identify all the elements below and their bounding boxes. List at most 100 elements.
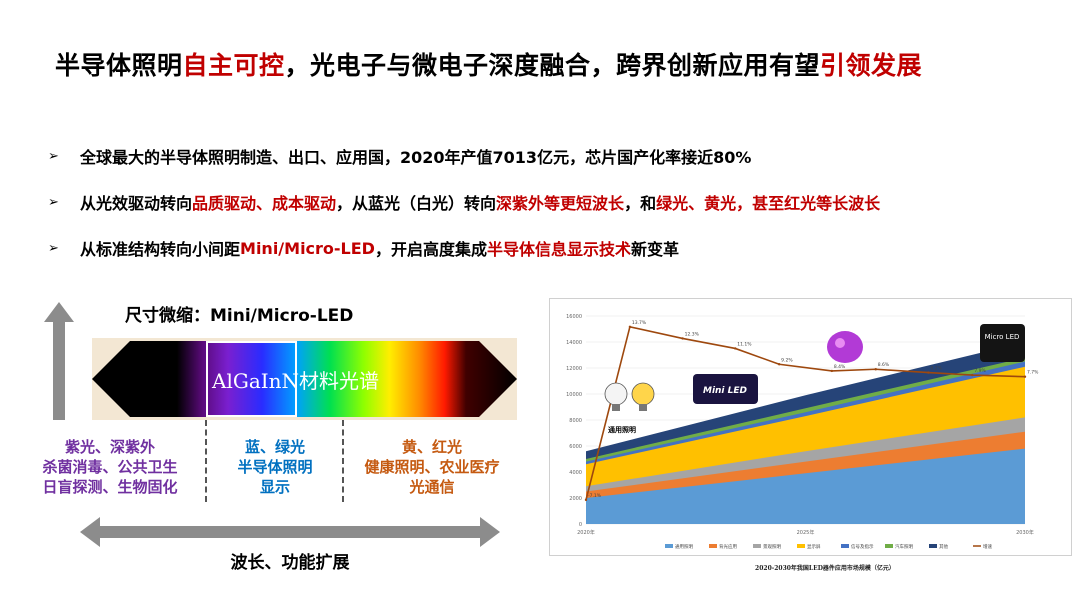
y-tick-label: 10000 — [566, 392, 582, 398]
bullet-2-highlight-3: 绿光、黄光，甚至红光等长波长 — [656, 194, 881, 213]
bullet-2-text-5: ，和 — [624, 194, 657, 213]
bullet-3-highlight-2: 半导体信息显示技术 — [486, 240, 631, 259]
bullet-list: ➢ 全球最大的半导体照明制造、出口、应用国，2020年产值7013亿元，芯片国产… — [48, 133, 1048, 271]
growth-label: 9.2% — [781, 357, 793, 363]
market-chart-svg: 0 2000 4000 6000 8000 10000 12000 14000 16000 202… — [566, 314, 1039, 550]
area-0 — [586, 448, 1025, 524]
legend-swatch — [885, 544, 893, 548]
mini-led-badge — [693, 374, 758, 404]
legend-swatch — [709, 544, 717, 548]
yellow-red-applications: 黄、红光 健康照明、农业医疗 光通信 — [352, 437, 512, 497]
uv-line-3: 日盲探测、生物固化 — [42, 478, 178, 496]
growth-point — [628, 325, 632, 329]
growth-label: 8.2% — [930, 366, 942, 372]
orange-line-2: 健康照明、农业医疗 — [364, 458, 500, 476]
legend-swatch — [665, 544, 673, 548]
highlight-box — [206, 341, 297, 417]
legend-swatch — [841, 544, 849, 548]
bullet-2: ➢ 从光效驱动转向 品质驱动、成本驱动 ，从蓝光（白光）转向 深紫外等更短波长 ，和 绿光… — [48, 179, 1048, 225]
legend-label: 增速 — [983, 543, 992, 550]
growth-point — [971, 373, 974, 377]
blue-line-3: 显示 — [259, 478, 290, 496]
growth-point — [830, 369, 834, 373]
growth-label: 12.3% — [685, 331, 700, 337]
mini-led-label: Mini LED — [703, 386, 748, 396]
uv-line-1: 紫光、深紫外 — [64, 438, 155, 456]
legend-label: 显示屏 — [807, 544, 821, 550]
x-tick-label: 2030年 — [1016, 529, 1034, 536]
growth-label: 11.1% — [737, 341, 752, 347]
growth-point — [777, 363, 781, 366]
growth-point — [927, 371, 930, 374]
virus-detail-icon — [835, 338, 845, 348]
legend-label: 通用照明 — [675, 543, 693, 550]
micro-led-label: Micro LED — [985, 333, 1020, 341]
bullet-2-text-3: ，从蓝光（白光）转向 — [336, 194, 497, 213]
y-tick-label: 16000 — [566, 314, 582, 320]
legend-swatch — [753, 544, 761, 548]
spectrum-label: AlGaInN材料光谱 — [212, 369, 380, 393]
y-tick-label: 0 — [579, 522, 582, 528]
blue-line-2: 半导体照明 — [237, 458, 313, 476]
growth-point — [874, 368, 877, 371]
growth-point — [1023, 375, 1027, 378]
bullet-2-highlight-2: 深紫外等更短波长 — [496, 194, 625, 213]
growth-line — [585, 325, 1026, 501]
chart-caption: 2020-2030年我国LED器件应用市场规模（亿元） — [755, 565, 895, 572]
growth-label: 7.7% — [1027, 370, 1039, 376]
micro-led-badge — [980, 324, 1025, 362]
wavelength-label: 波长、功能扩展 — [230, 553, 350, 573]
blue-green-applications: 蓝、绿光 半导体照明 显示 — [210, 437, 340, 497]
bullet-2-highlight-1: 品质驱动、成本驱动 — [192, 194, 337, 213]
legend-swatch — [797, 544, 805, 548]
divider-line-1 — [205, 420, 207, 502]
y-tick-label: 14000 — [566, 340, 582, 346]
legend-label: 背光应用 — [719, 543, 737, 550]
growth-label: -7.1% — [588, 493, 602, 499]
legend-label: 景观照明 — [763, 544, 781, 550]
growth-point — [734, 347, 737, 350]
market-chart: 0 2000 4000 6000 8000 10000 12000 14000 16000 202… — [549, 298, 1072, 556]
y-tick-label: 6000 — [569, 444, 582, 450]
bullet-1-text: 全球最大的半导体照明制造、出口、应用国，2020年产值7013亿元，芯片国产化率… — [80, 148, 752, 167]
title-part-1: 半导体照明 — [55, 51, 183, 80]
growth-label: 8.6% — [878, 362, 890, 368]
bulb-off-icon-base — [612, 404, 620, 411]
virus-image-icon — [827, 331, 863, 363]
general-lighting-label: 通用照明 — [608, 425, 636, 434]
title-part-3: ，光电子与微电子深度融合，跨界创新应用有望 — [284, 51, 821, 80]
legend-swatch — [929, 544, 937, 548]
growth-point — [584, 498, 588, 502]
spectrum-gradient — [92, 341, 517, 417]
uv-line-2: 杀菌消毒、公共卫生 — [42, 458, 178, 476]
uv-applications: 紫光、深紫外 杀菌消毒、公共卫生 日盲探测、生物固化 — [30, 437, 190, 497]
x-tick-label: 2020年 — [577, 529, 595, 536]
bullet-arrow-icon: ➢ — [48, 148, 59, 164]
bullet-2-text-1: 从光效驱动转向 — [80, 194, 193, 213]
legend-label: 其他 — [939, 543, 948, 550]
bullet-3-text-3: ，开启高度集成 — [374, 240, 487, 259]
slide-title: 半导体照明自主可控，光电子与微电子深度融合，跨界创新应用有望引领发展 — [55, 46, 1055, 82]
bullet-3: ➢ 从标准结构转向小间距 Mini/Micro-LED ，开启高度集成 半导体信息显示… — [48, 225, 1048, 271]
bullet-arrow-icon: ➢ — [48, 194, 59, 210]
blue-line-1: 蓝、绿光 — [244, 438, 305, 456]
orange-line-3: 光通信 — [409, 478, 455, 496]
bullet-1: ➢ 全球最大的半导体照明制造、出口、应用国，2020年产值7013亿元，芯片国产… — [48, 133, 1048, 179]
bullet-arrow-icon: ➢ — [48, 240, 59, 256]
y-tick-label: 4000 — [569, 470, 582, 476]
y-tick-label: 2000 — [569, 496, 582, 502]
divider-line-2 — [342, 420, 344, 502]
size-reduction-label: 尺寸微缩：Mini/Micro-LED — [125, 306, 354, 326]
bulb-off-icon — [604, 382, 628, 406]
bulb-on-icon-base — [639, 404, 647, 411]
bullet-3-highlight-1: Mini/Micro-LED — [240, 238, 375, 258]
growth-label: 8.4% — [834, 364, 846, 370]
y-tick-label: 8000 — [569, 418, 582, 424]
growth-label: 7.9% — [974, 368, 986, 374]
growth-point — [681, 337, 684, 340]
legend-label: 信号及指示 — [851, 543, 874, 550]
bullet-3-text-1: 从标准结构转向小间距 — [80, 240, 241, 259]
legend-label: 汽车照明 — [895, 543, 913, 550]
up-arrow-icon — [44, 302, 74, 420]
x-tick-label: 2025年 — [797, 529, 815, 536]
